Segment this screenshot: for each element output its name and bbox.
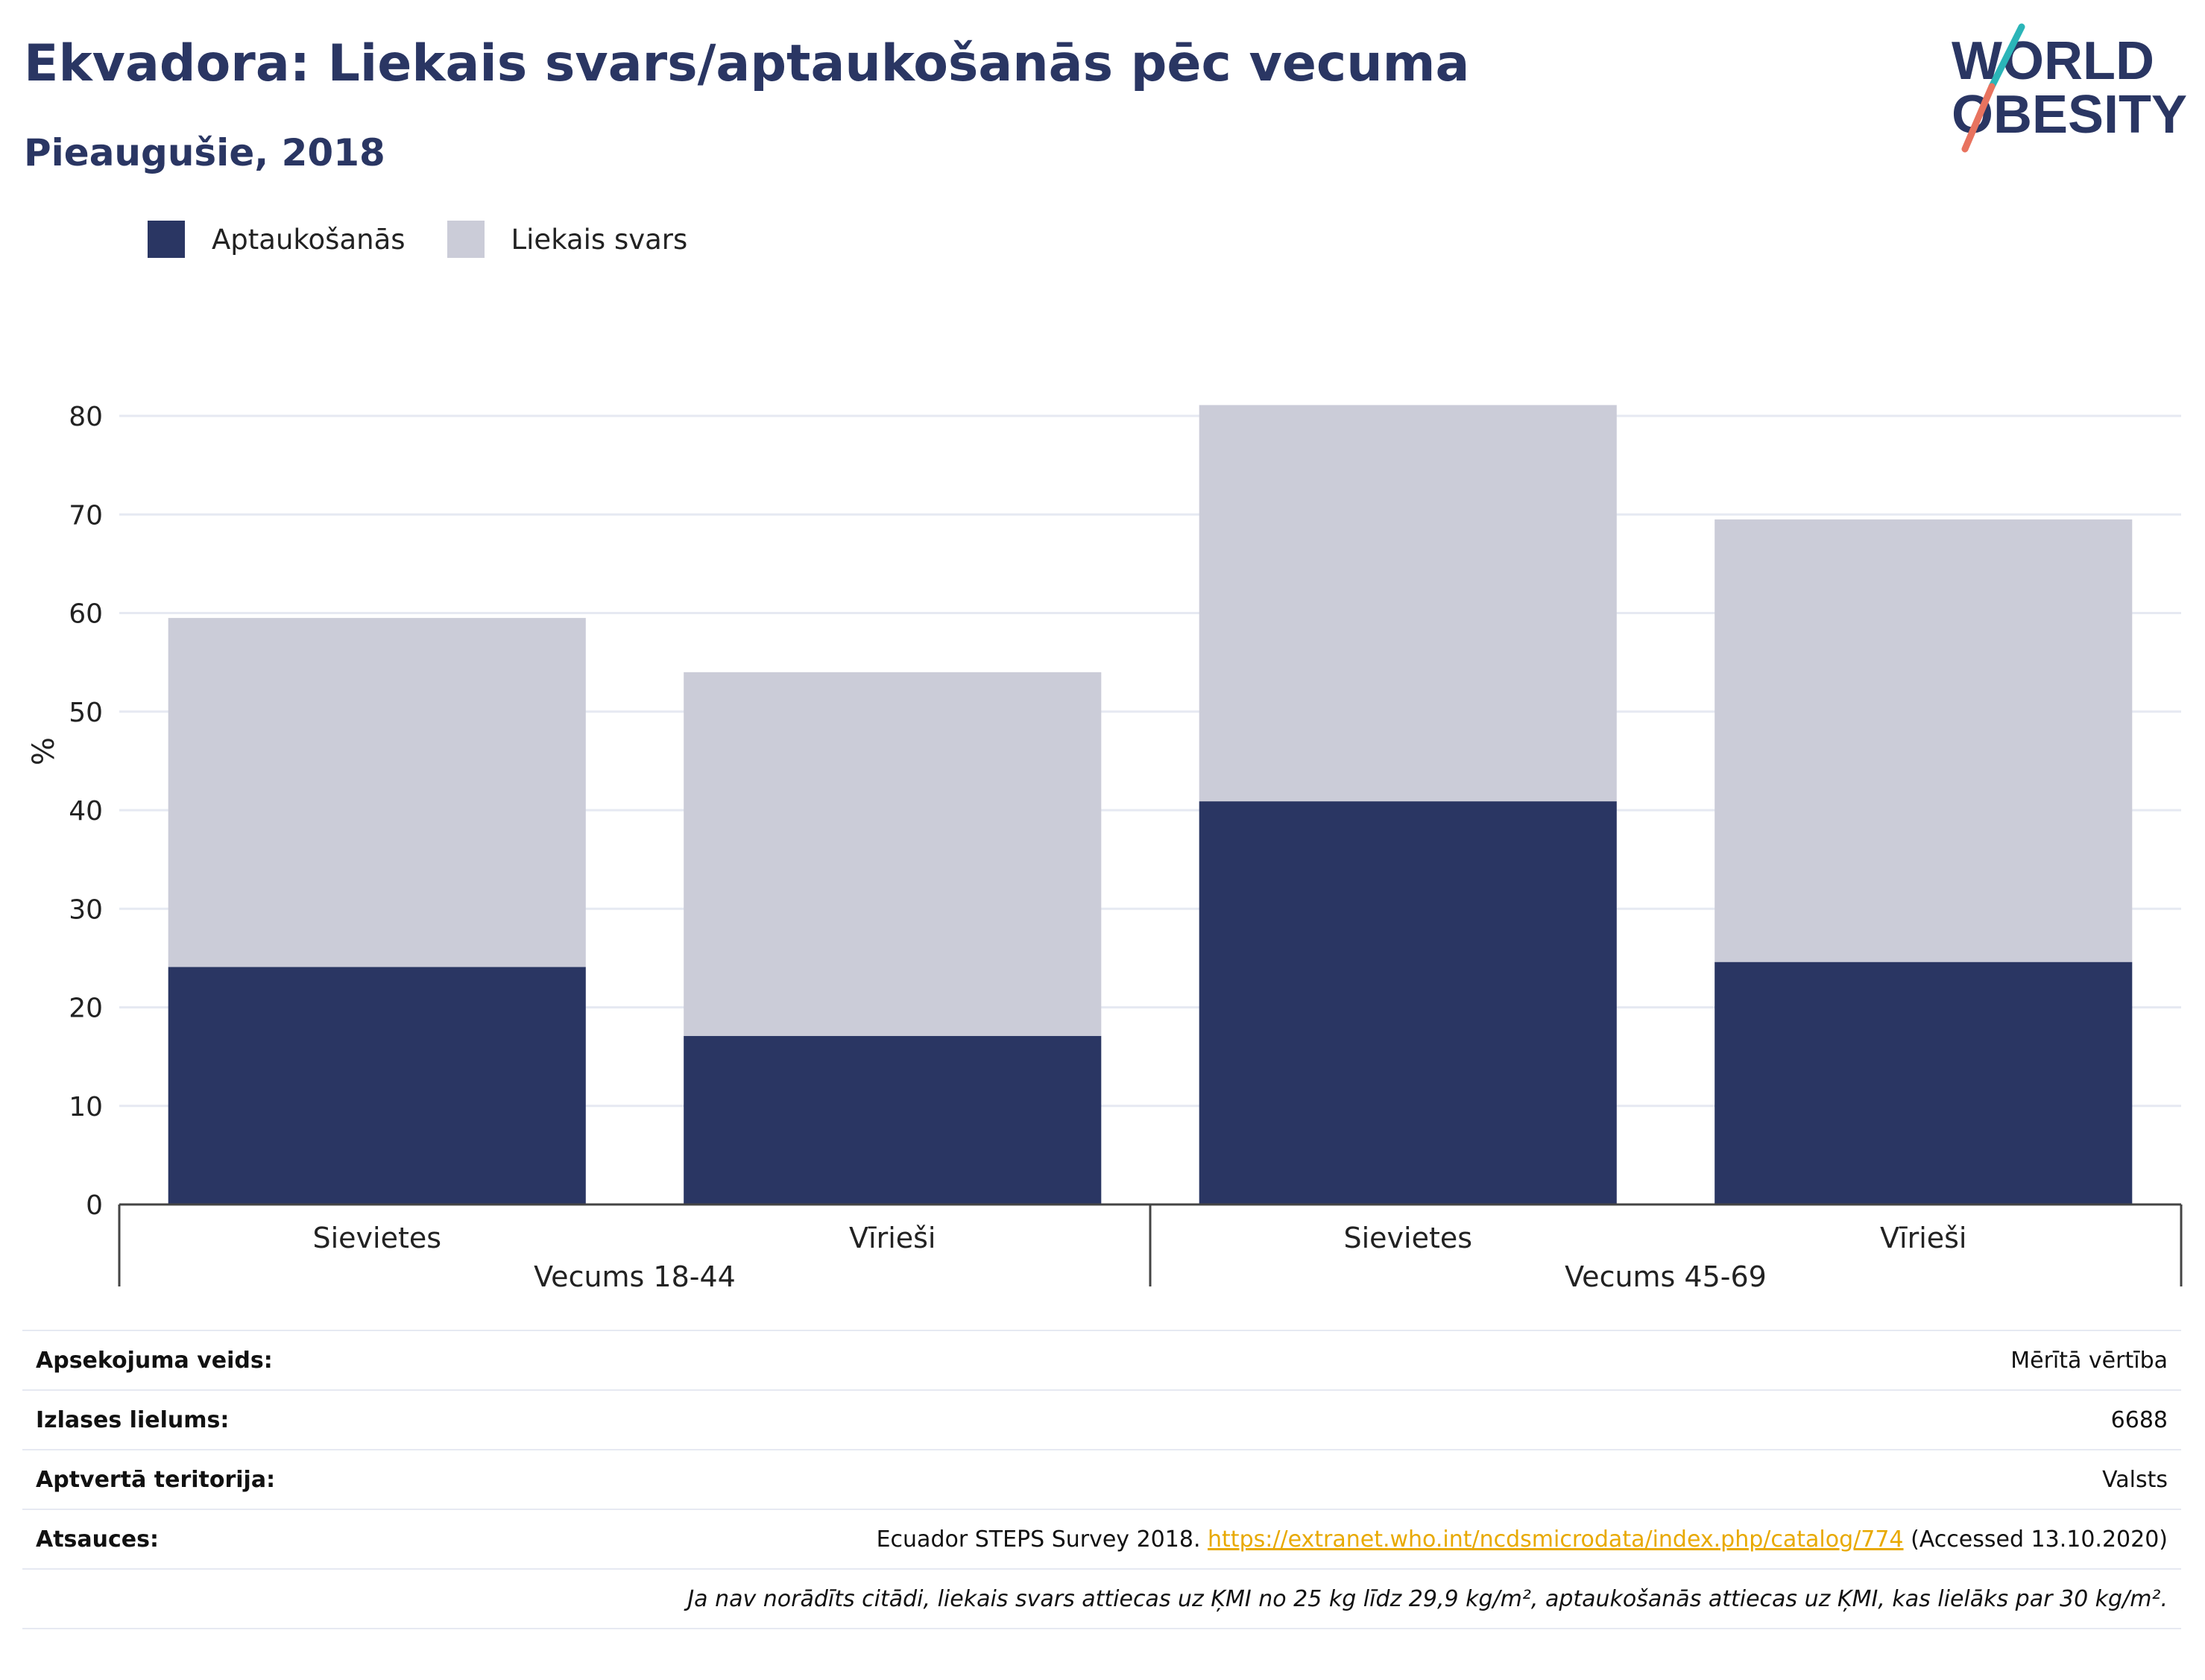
- info-key-sources: Atsauces:: [36, 1526, 159, 1553]
- y-axis-label: %: [27, 737, 61, 765]
- group-label-1: Vecums 45-69: [1565, 1260, 1767, 1293]
- info-value-sources: Ecuador STEPS Survey 2018. https://extra…: [877, 1526, 2168, 1553]
- info-row-sample-size: Izlases lielums: 6688: [22, 1391, 2181, 1450]
- bar-overweight-3: [1715, 519, 2133, 962]
- info-key-coverage: Aptvertā teritorija:: [36, 1466, 276, 1493]
- y-tick-label-5: 50: [69, 698, 103, 728]
- bar-obesity-2: [1199, 801, 1617, 1204]
- definition-note: Ja nav norādīts citādi, liekais svars at…: [687, 1585, 2168, 1612]
- bar-obesity-1: [684, 1035, 1102, 1204]
- group-label-0: Vecums 18-44: [534, 1260, 736, 1293]
- bar-overweight-0: [168, 618, 586, 967]
- bar-overweight-2: [1199, 405, 1617, 802]
- source-citation: Ecuador STEPS Survey 2018.: [876, 1526, 1201, 1553]
- source-link[interactable]: https://extranet.who.int/ncdsmicrodata/i…: [1208, 1526, 1904, 1553]
- bar-obesity-0: [168, 967, 586, 1204]
- source-accessed: (Accessed 13.10.2020): [1911, 1526, 2168, 1553]
- legend-swatch-overweight: [447, 221, 485, 258]
- y-tick-label-3: 30: [69, 894, 103, 925]
- info-value-coverage: Valsts: [2102, 1466, 2168, 1493]
- info-table: Apsekojuma veids: Mērītā vērtība Izlases…: [22, 1330, 2181, 1629]
- bar-overweight-1: [684, 672, 1102, 1036]
- stacked-bar-chart: 0 10 20 30 40 50 60 70 80% Sievietes Vīrieši Sievie…: [27, 402, 2183, 1293]
- y-tick-label-6: 60: [69, 599, 103, 630]
- chart-title: Ekvadora: Liekais svars/aptaukošanās pēc…: [24, 34, 1470, 93]
- chart-legend: Aptaukošanās Liekais svars: [148, 221, 729, 258]
- info-row-coverage: Aptvertā teritorija: Valsts: [22, 1450, 2181, 1510]
- world-obesity-logo: WORLD OBESITY: [1952, 23, 2187, 153]
- y-tick-label-8: 80: [69, 402, 103, 432]
- legend-label-overweight: Liekais svars: [511, 223, 688, 256]
- x-tick-label-1: Vīrieši: [849, 1222, 936, 1254]
- chart-subtitle: Pieaugušie, 2018: [24, 131, 385, 174]
- info-row-note: Ja nav norādīts citādi, liekais svars at…: [22, 1570, 2181, 1629]
- y-tick-label-7: 70: [69, 500, 103, 531]
- legend-label-obesity: Aptaukošanās: [212, 223, 406, 256]
- legend-item-overweight[interactable]: Liekais svars: [447, 221, 688, 258]
- x-tick-label-0: Sievietes: [312, 1222, 441, 1254]
- y-tick-label-1: 10: [69, 1092, 103, 1122]
- logo-slash-bottom: [1961, 83, 1996, 153]
- bar-obesity-3: [1715, 961, 2133, 1204]
- info-key-sample-size: Izlases lielums:: [36, 1406, 230, 1433]
- x-tick-label-3: Vīrieši: [1880, 1222, 1966, 1254]
- info-value-survey-type: Mērītā vērtība: [2010, 1347, 2168, 1374]
- x-tick-label-2: Sievietes: [1343, 1222, 1472, 1254]
- legend-item-obesity[interactable]: Aptaukošanās: [148, 221, 406, 258]
- logo-slash-top: [1988, 23, 2025, 90]
- info-value-sample-size: 6688: [2110, 1406, 2168, 1433]
- info-row-survey-type: Apsekojuma veids: Mērītā vērtība: [22, 1331, 2181, 1391]
- logo-text-line1: WORLD: [1952, 31, 2154, 91]
- y-tick-label-2: 20: [69, 994, 103, 1024]
- legend-swatch-obesity: [148, 221, 185, 258]
- y-tick-label-4: 40: [69, 796, 103, 827]
- info-row-sources: Atsauces: Ecuador STEPS Survey 2018. htt…: [22, 1510, 2181, 1570]
- info-key-survey-type: Apsekojuma veids:: [36, 1347, 273, 1374]
- y-tick-label-0: 0: [86, 1190, 103, 1221]
